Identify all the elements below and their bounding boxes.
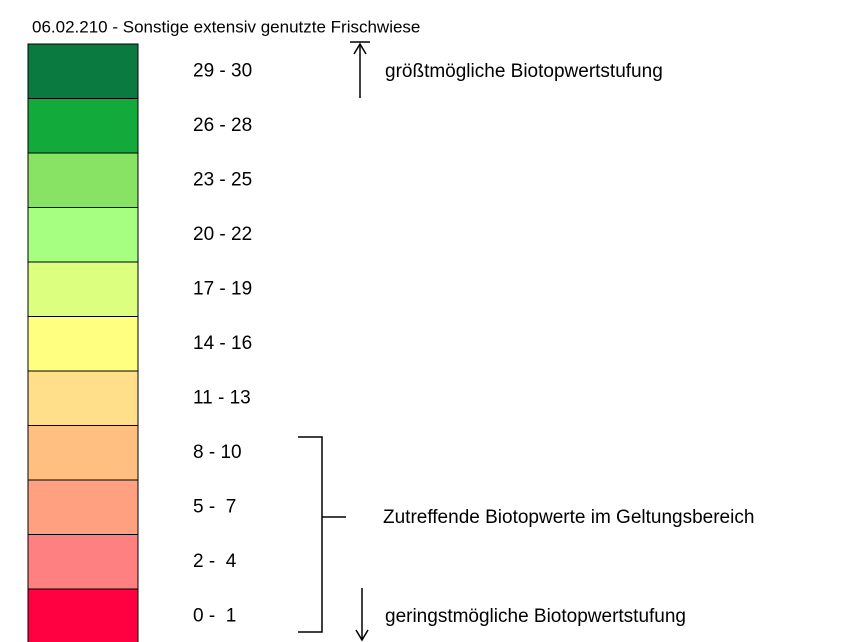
- color-swatch: [27, 588, 139, 642]
- range-label: 0 - 1: [193, 605, 236, 626]
- range-label: 11 - 13: [193, 387, 251, 408]
- bracket: [298, 436, 323, 633]
- subtitle: 06.02.210 - Sonstige extensiv genutzte F…: [32, 17, 420, 36]
- color-swatch: [27, 425, 139, 481]
- applicable-annotation: Zutreffende Biotopwerte im Geltungsberei…: [383, 507, 754, 528]
- range-label: 17 - 19: [193, 278, 252, 299]
- legend-rows: 29 - 30 26 - 28 23 - 25 20 - 22 17 - 19 14 - …: [27, 43, 252, 642]
- range-label: 8 - 10: [193, 442, 242, 463]
- min-annotation: geringstmögliche Biotopwertstufung: [385, 606, 686, 627]
- max-annotation: größtmögliche Biotopwertstufung: [385, 61, 663, 82]
- range-label: 5 - 7: [193, 496, 236, 517]
- color-swatch: [27, 152, 139, 208]
- color-swatch: [27, 479, 139, 535]
- color-swatch: [27, 98, 139, 154]
- arrow-head: [353, 42, 367, 55]
- range-label: 29 - 30: [193, 60, 252, 81]
- range-label: 26 - 28: [193, 115, 252, 136]
- range-label: 2 - 4: [193, 551, 237, 572]
- arrow-head: [355, 629, 369, 642]
- color-swatch: [27, 534, 139, 590]
- color-swatch: [27, 207, 139, 263]
- color-swatch: [27, 261, 139, 317]
- range-label: 23 - 25: [193, 169, 252, 190]
- color-swatch: [27, 43, 139, 99]
- color-swatch: [27, 316, 139, 372]
- range-label: 14 - 16: [193, 333, 252, 354]
- color-swatch: [27, 370, 139, 426]
- range-label: 20 - 22: [193, 224, 252, 245]
